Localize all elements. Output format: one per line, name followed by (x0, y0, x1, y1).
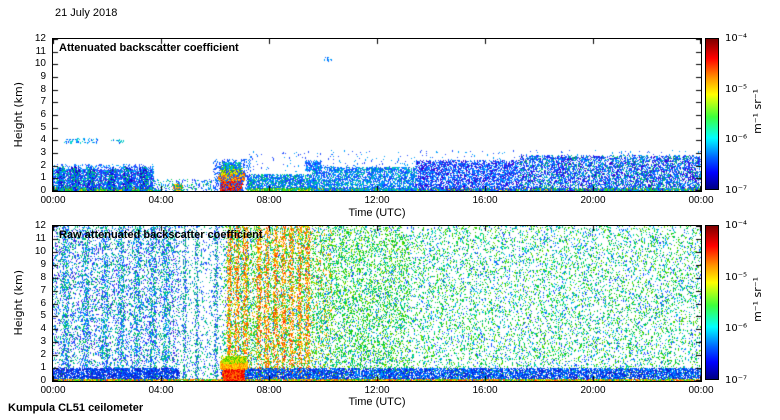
y-tick-label: 12 (34, 33, 46, 44)
colorbar-tick-label: 10⁻⁴ (725, 33, 748, 44)
x-tick-label: 16:00 (472, 195, 498, 206)
x-axis-label: Time (UTC) (348, 396, 406, 408)
y-tick-label: 10 (34, 58, 46, 70)
x-tick-label: 00:00 (688, 195, 714, 206)
colorbar-tick-label: 10⁻⁷ (725, 375, 748, 386)
x-tick-label: 00:00 (40, 195, 66, 206)
y-tick-label: 5 (40, 121, 46, 133)
x-tick-label: 20:00 (580, 385, 606, 396)
colorbar-tick-label: 10⁻⁶ (725, 323, 748, 335)
x-tick-label: 16:00 (472, 385, 498, 396)
y-tick-label: 2 (40, 349, 46, 361)
x-tick-label: 04:00 (148, 195, 174, 206)
y-tick-label: 5 (40, 310, 46, 322)
y-tick-label: 8 (40, 83, 46, 95)
instrument-label: Kumpula CL51 ceilometer (8, 402, 144, 414)
colorbar-unit-label: m⁻¹ sr⁻¹ (751, 89, 764, 134)
x-tick-label: 20:00 (580, 195, 606, 206)
panel-title: Raw attenuated backscatter coefficient (59, 229, 263, 241)
y-tick-label: 8 (40, 271, 46, 283)
y-tick-label: 10 (34, 245, 46, 257)
y-tick-label: 4 (40, 323, 46, 335)
y-tick-label: 11 (35, 232, 46, 244)
y-tick-label: 7 (40, 284, 46, 296)
y-tick-label: 11 (35, 45, 46, 57)
colorbar-unit-label: m⁻¹ sr⁻¹ (751, 277, 764, 322)
x-tick-label: 08:00 (256, 195, 282, 206)
colorbar-tick-label: 10⁻⁷ (725, 185, 748, 196)
y-tick-label: 3 (40, 147, 46, 158)
y-tick-label: 7 (40, 96, 46, 108)
y-tick-label: 12 (34, 220, 46, 231)
y-tick-label: 2 (40, 159, 46, 171)
colorbar-tick-label: 10⁻⁴ (725, 220, 748, 231)
x-axis-label: Time (UTC) (348, 207, 406, 219)
y-tick-label: 1 (40, 362, 46, 374)
date-label: 21 July 2018 (55, 7, 118, 19)
y-tick-label: 6 (40, 297, 46, 309)
colorbar (705, 225, 719, 380)
panel-title: Attenuated backscatter coefficient (59, 42, 239, 54)
y-tick-label: 3 (40, 336, 46, 348)
colorbar-tick-label: 10⁻⁶ (725, 134, 748, 146)
y-tick-label: 9 (40, 71, 46, 82)
x-tick-label: 00:00 (40, 385, 66, 396)
x-tick-label: 00:00 (688, 385, 714, 396)
y-tick-label: 0 (40, 185, 46, 196)
colorbar-tick-label: 10⁻⁵ (725, 83, 748, 95)
y-tick-label: 0 (40, 375, 46, 386)
heatmap-attenuated-backscatter (52, 38, 702, 192)
y-tick-label: 1 (40, 172, 46, 184)
colorbar-tick-label: 10⁻⁵ (725, 271, 748, 283)
y-tick-label: 4 (40, 134, 46, 146)
heatmap-raw-attenuated-backscatter (52, 225, 702, 382)
colorbar (705, 38, 719, 190)
x-tick-label: 04:00 (148, 385, 174, 396)
x-tick-label: 12:00 (364, 195, 390, 206)
x-tick-label: 08:00 (256, 385, 282, 396)
y-tick-label: 9 (40, 258, 46, 270)
x-tick-label: 12:00 (364, 385, 390, 396)
y-tick-label: 6 (40, 109, 46, 120)
